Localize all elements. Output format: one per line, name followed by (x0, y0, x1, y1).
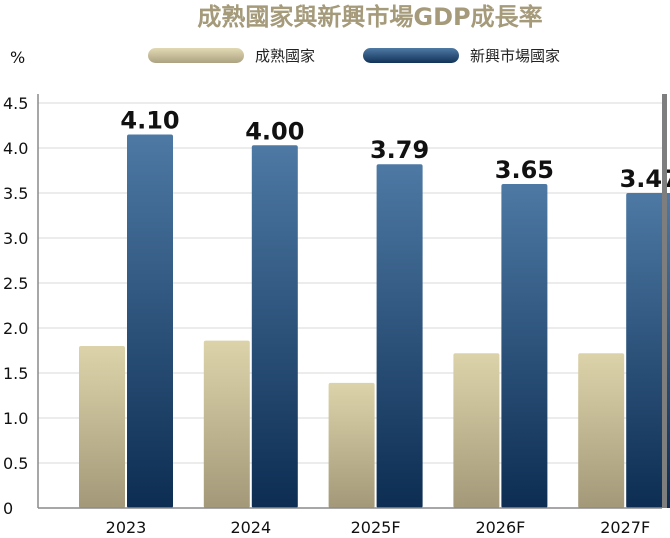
x-tick-label-2026F: 2026F (475, 518, 525, 537)
x-tick-label-2024: 2024 (230, 518, 271, 537)
bar-mature-2024 (203, 340, 250, 508)
legend-swatch-mature (148, 48, 244, 63)
bar-mature-2023 (79, 346, 125, 508)
data-labels: 4.10 4.00 3.79 3.65 3.47 (120, 107, 670, 194)
data-label-2027F: 3.47 (620, 165, 670, 193)
bar-emerging-2027F (626, 193, 670, 508)
bar-mature-2025F (328, 382, 375, 508)
legend-label-mature: 成熟國家 (255, 47, 315, 65)
bar-emerging-2025F (376, 164, 423, 508)
data-label-2023: 4.10 (120, 107, 179, 135)
x-tick-label-2025F: 2025F (351, 518, 401, 537)
y-tick-label: 3.0 (3, 229, 28, 248)
bar-emerging-2024 (251, 145, 298, 509)
y-tick-label: 2.5 (3, 274, 28, 293)
bar-emerging-2026F (501, 184, 548, 508)
data-label-2026F: 3.65 (495, 156, 554, 184)
x-tick-label-2027F: 2027F (600, 518, 650, 537)
y-axis-ticks: 0 0.5 1.0 1.5 2.0 2.5 3.0 3.5 4.0 4.5 (3, 94, 28, 518)
y-tick-label: 4.0 (3, 139, 28, 158)
legend: 成熟國家 新興市場國家 (148, 47, 560, 65)
y-tick-label: 4.5 (3, 94, 28, 113)
legend-label-emerging: 新興市場國家 (470, 47, 560, 65)
y-axis-unit-label: % (10, 48, 25, 67)
data-label-2025F: 3.79 (370, 136, 429, 164)
y-tick-label: 1.5 (3, 364, 28, 383)
bar-mature-2027F (578, 353, 625, 508)
data-label-2024: 4.00 (245, 117, 304, 145)
y-tick-label: 1.0 (3, 409, 28, 428)
x-tick-label-2023: 2023 (106, 518, 147, 537)
y-tick-label: 0 (3, 499, 13, 518)
bar-mature-2026F (453, 353, 500, 508)
legend-swatch-emerging (363, 48, 459, 63)
bar-emerging-2023 (127, 134, 173, 508)
y-tick-label: 3.5 (3, 184, 28, 203)
bars (79, 134, 670, 509)
y-tick-label: 2.0 (3, 319, 28, 338)
x-axis-labels: 2023 2024 2025F 2026F 2027F (106, 518, 651, 537)
y-tick-label: 0.5 (3, 454, 28, 473)
plot-right-border (662, 94, 667, 508)
chart-title: 成熟國家與新興市場GDP成長率 (197, 3, 542, 31)
